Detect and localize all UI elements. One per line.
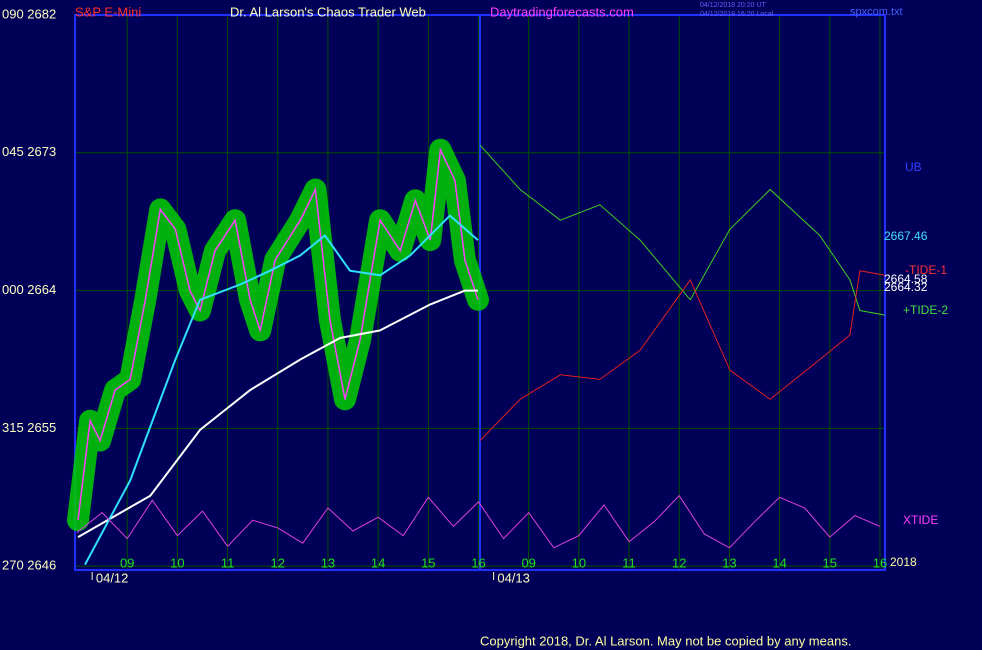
annotation: -TIDE-1: [905, 263, 947, 277]
x-tick-label: 15: [823, 555, 837, 570]
date-label: 04/12: [96, 570, 129, 585]
series-line: [84, 214, 479, 566]
annotation: 2667.46: [884, 229, 928, 243]
y-tick-label: 045 2673: [2, 144, 56, 159]
annotation: UB: [905, 160, 922, 174]
date-label: 04/13: [497, 570, 530, 585]
x-tick-label: 14: [371, 555, 385, 570]
annotation: 2018: [890, 555, 917, 569]
x-tick-label: 10: [170, 555, 184, 570]
x-tick-label: 14: [772, 555, 786, 570]
annotation: XTIDE: [903, 513, 938, 527]
x-tick-label: 09: [521, 555, 535, 570]
symbol: S&P E-Mini: [75, 4, 141, 19]
x-tick-label: 15: [421, 555, 435, 570]
annotation: +TIDE-2: [903, 303, 948, 317]
annotation: 2664.58: [884, 272, 928, 286]
x-tick-label: 13: [321, 555, 335, 570]
copyright: Copyright 2018, Dr. Al Larson. May not b…: [480, 633, 851, 648]
x-tick-label: 13: [722, 555, 736, 570]
series-line: [76, 494, 881, 549]
x-tick-label: 16: [471, 555, 485, 570]
x-tick-label: 09: [120, 555, 134, 570]
series-line: [479, 144, 886, 316]
x-tick-label: 12: [271, 555, 285, 570]
series-line: [77, 146, 479, 521]
timestamp: 04/12/2018 16:20 Local: [700, 11, 774, 18]
file-name: spxcom.txt: [850, 6, 903, 18]
y-tick-label: 315 2655: [2, 420, 56, 435]
y-tick-label: 000 2664: [2, 282, 56, 297]
x-tick-label: 16: [873, 555, 887, 570]
chart-title: Dr. Al Larson's Chaos Trader Web: [230, 4, 426, 19]
x-tick-label: 11: [622, 555, 636, 570]
x-tick-label: 11: [221, 555, 235, 570]
series-layer: [67, 138, 886, 566]
y-tick-label: 270 2646: [2, 558, 56, 573]
x-tick-label: 10: [572, 555, 586, 570]
site: Daytradingforecasts.com: [490, 4, 634, 19]
x-tick-label: 12: [672, 555, 686, 570]
series-line: [77, 289, 478, 538]
series-line: [479, 270, 886, 441]
y-tick-label: 090 2682: [2, 6, 56, 21]
timestamp: 04/12/2018 20:20 UT: [700, 2, 766, 9]
annotation: 2664.32: [884, 280, 928, 294]
